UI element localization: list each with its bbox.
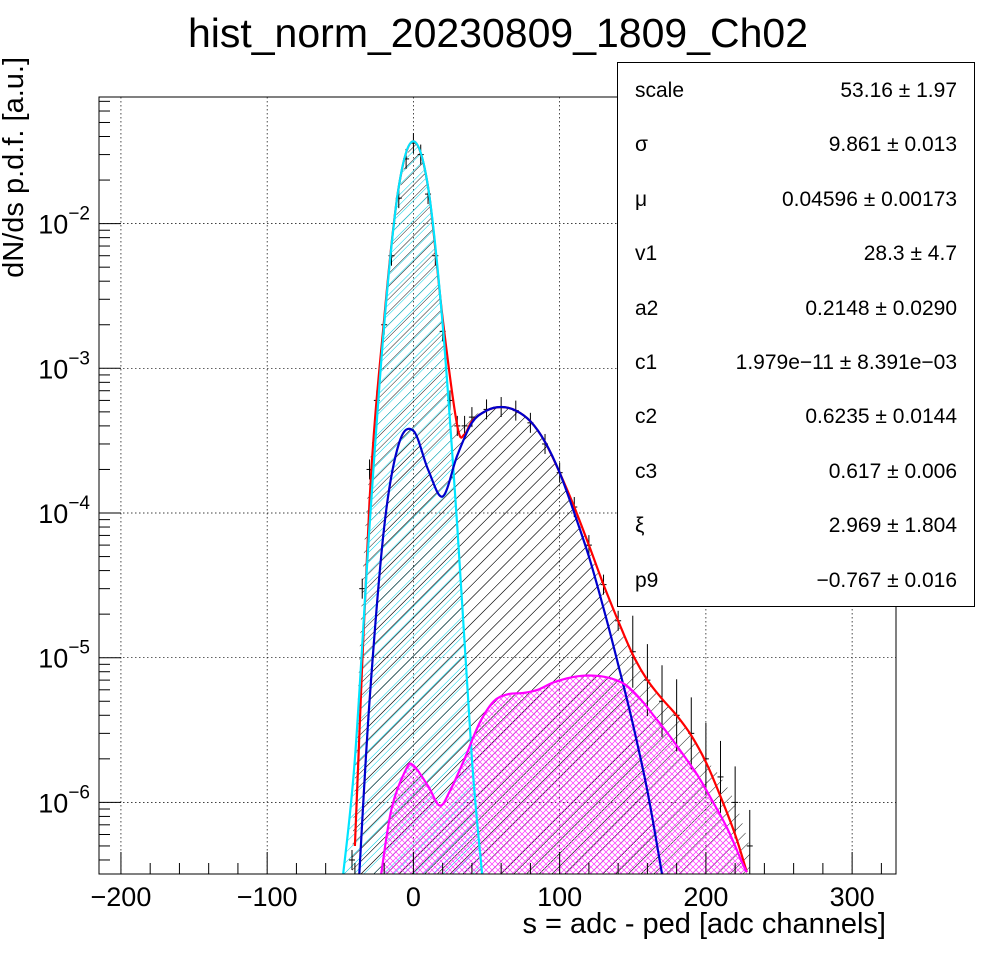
stats-row: σ 9.861 ± 0.013 [618, 117, 974, 171]
stats-param-name: σ [635, 133, 648, 157]
stats-param-name: c1 [635, 351, 658, 374]
stats-param-name: c3 [635, 459, 658, 483]
x-tick-label: −200 [91, 882, 152, 912]
fit-curves [342, 140, 748, 874]
stats-param-value: 53.16 ± 1.97 [840, 79, 957, 102]
y-tick-label: 10−5 [38, 638, 90, 674]
histogram-point [746, 809, 753, 874]
stats-param-name: c2 [635, 405, 658, 429]
stats-row: p9 −0.767 ± 0.016 [618, 553, 974, 607]
y-axis-label: dN/ds p.d.f. [a.u.] [0, 57, 30, 278]
stats-param-name: ξ [635, 514, 645, 538]
stats-param-value: 0.617 ± 0.006 [828, 459, 957, 483]
hatch-fills [343, 141, 750, 874]
stats-param-name: p9 [635, 568, 659, 592]
stats-row: v1 28.3 ± 4.7 [618, 226, 974, 280]
stats-param-name: a2 [635, 296, 659, 320]
chart-title: hist_norm_20230809_1809_Ch02 [187, 10, 809, 56]
y-tick-label: 10−6 [38, 782, 90, 818]
stats-param-value: 0.2148 ± 0.0290 [805, 296, 957, 320]
x-tick-label: 0 [406, 882, 421, 912]
stats-param-value: 9.861 ± 0.013 [828, 133, 957, 157]
histogram-point [461, 415, 468, 436]
stats-param-name: μ [635, 187, 648, 211]
x-axis-label: s = adc - ped [adc channels] [522, 908, 886, 940]
y-tick-label: 10−3 [38, 348, 90, 384]
series-2-curve [342, 140, 484, 874]
stats-row: μ 0.04596 ± 0.00173 [618, 172, 974, 226]
stats-row: a2 0.2148 ± 0.0290 [618, 281, 974, 335]
stats-box: scale 53.16 ± 1.97 σ 9.861 ± 0.013 μ 0.04596 … [617, 62, 975, 607]
stats-param-name: v1 [635, 242, 658, 266]
x-tick-label: 200 [683, 882, 728, 912]
series-4-curve [380, 674, 748, 874]
x-tick-label: 100 [537, 882, 582, 912]
stats-row: c3 0.617 ± 0.006 [618, 444, 974, 498]
series-3-curve [358, 405, 664, 874]
x-tick-label: −100 [237, 882, 298, 912]
stats-param-value: 1.979e−11 ± 8.391e−03 [735, 351, 957, 374]
stats-param-value: −0.767 ± 0.016 [816, 568, 957, 592]
x-tick-label: 300 [830, 882, 875, 912]
axes: −200 −100 0 100 200 300 10−6 10−5 10−4 10−3 10−2 [38, 100, 882, 912]
histogram-point [732, 766, 739, 839]
histogram-point [359, 578, 366, 599]
stats-param-name: scale [635, 79, 685, 102]
histogram-point [717, 740, 724, 813]
stats-param-value: 0.04596 ± 0.00173 [781, 187, 957, 211]
stats-row: c2 0.6235 ± 0.0144 [618, 389, 974, 443]
y-tick-label: 10−2 [38, 204, 90, 240]
stats-row: scale 53.16 ± 1.97 [618, 63, 974, 117]
series-4-fill [381, 675, 747, 874]
stats-row: ξ 2.969 ± 1.804 [618, 498, 974, 552]
y-tick-label: 10−4 [38, 493, 90, 529]
stats-param-value: 0.6235 ± 0.0144 [805, 405, 957, 429]
histogram-point [348, 849, 355, 870]
stats-param-value: 28.3 ± 4.7 [863, 242, 957, 266]
stats-param-value: 2.969 ± 1.804 [828, 514, 957, 538]
stats-row: c1 1.979e−11 ± 8.391e−03 [618, 335, 974, 389]
